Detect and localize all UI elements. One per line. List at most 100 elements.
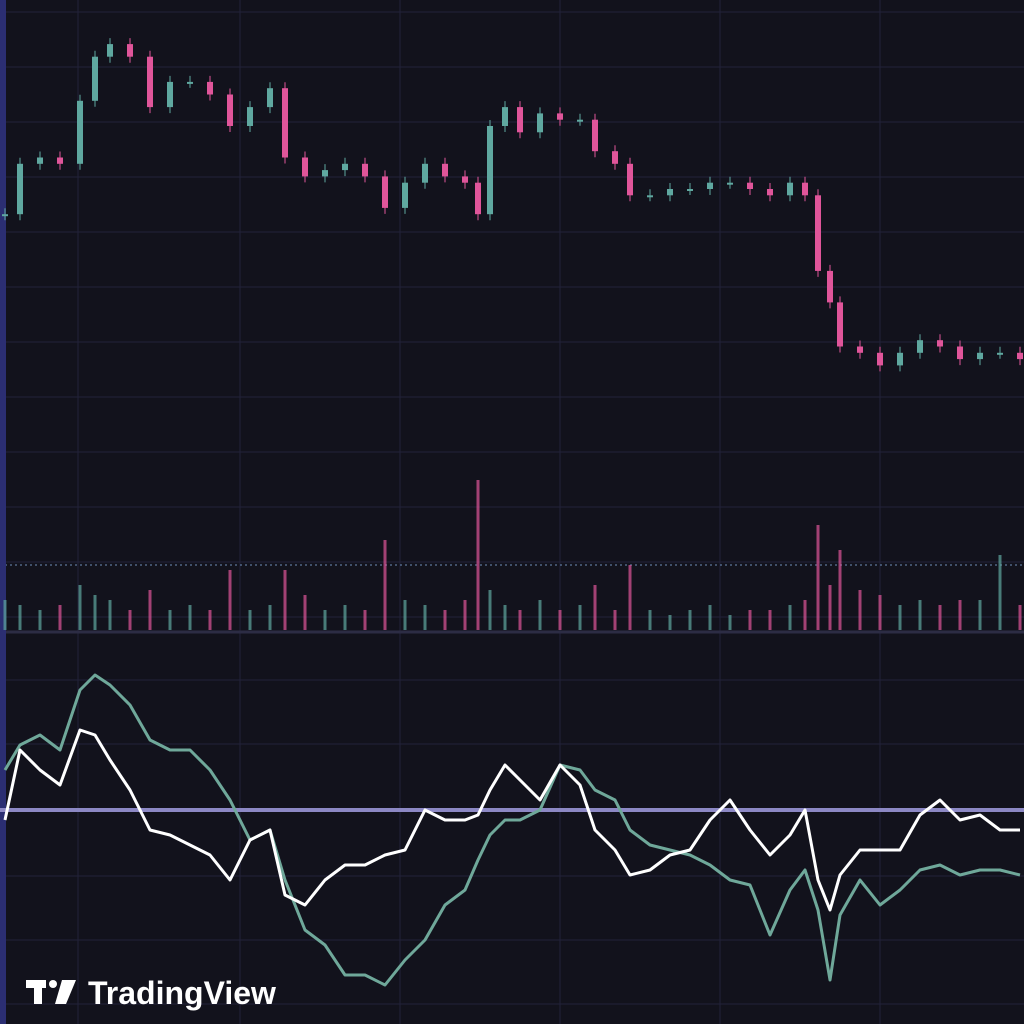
volume-bar [816,525,820,630]
logo-icon-part [49,980,57,988]
candle-body [147,56,153,108]
logo: TradingView [26,975,276,1011]
volume-bar [38,610,42,630]
candle-body [17,163,23,215]
candle-body [302,157,308,177]
volume-bar [613,610,617,630]
candle-body [37,157,43,164]
candle-body [402,182,408,208]
volume-bar [463,600,467,630]
candle-body [167,81,173,108]
candle-body [787,182,793,196]
candle-body [422,163,428,183]
volume-bar [343,605,347,630]
candle-body [557,113,563,120]
candle-body [857,346,863,353]
plots [0,38,1024,987]
candle-body [382,176,388,208]
candle-body [827,270,833,303]
candle-body [612,151,618,164]
logo-icon-part [55,980,76,1004]
candle-body [187,81,193,84]
volume-bar [538,600,542,630]
candle-body [207,81,213,95]
volume-bar [898,605,902,630]
volume-bar [268,605,272,630]
volume-bar [443,610,447,630]
volume-bar [208,610,212,630]
candle-body [917,340,923,353]
volume-bar [148,590,152,630]
volume-bar [768,610,772,630]
candle-body [247,107,253,126]
candle-body [1017,352,1023,360]
volume-bar [688,610,692,630]
candle-body [627,163,633,196]
volume-bar [628,565,632,630]
oscillator-line [3,728,1020,912]
volume-bar [93,595,97,630]
volume-bar [838,550,842,630]
volume-bar [878,595,882,630]
volume-bar [303,595,307,630]
candle-body [897,352,903,366]
volume-bar [403,600,407,630]
left-edge-bar [0,0,6,1024]
candle-body [282,88,288,158]
candle-body [977,352,983,360]
volume-bar [168,610,172,630]
volume-bar [363,610,367,630]
candle-body [267,88,273,108]
volume-bar [708,605,712,630]
volume-bar [58,605,62,630]
candle-body [502,107,508,126]
volume-bar [423,605,427,630]
candle-body [687,189,693,191]
volume-bar [503,605,507,630]
candle-body [77,100,83,164]
candle-body [342,163,348,171]
volume-bar [938,605,942,630]
volume-bar [78,585,82,630]
candle-body [592,119,598,152]
candle-body [747,182,753,189]
candle-body [227,94,233,126]
volume-bar [803,600,807,630]
candle-body [537,113,543,133]
volume-bar [958,600,962,630]
volume-bar [858,590,862,630]
candle-body [877,352,883,366]
oscillator-line [3,673,1021,987]
volume-bar [828,585,832,630]
volume-bar [3,600,7,630]
volume-bar [476,480,480,630]
candle-body [475,182,481,215]
volume-bar [748,610,752,630]
candle-body [707,182,713,189]
candle-body [727,182,733,185]
candle-body [362,163,368,177]
candle-body [517,107,523,133]
candle-body [937,340,943,347]
candle-body [487,126,493,215]
candle-body [647,195,653,198]
volume-bar [998,555,1002,630]
volume-bar [1018,605,1022,630]
volume-bar [228,570,232,630]
volume-bar [283,570,287,630]
candle-body [837,302,843,347]
volume-bar [323,610,327,630]
candle-body [767,189,773,196]
volume-bar [593,585,597,630]
candle-body [92,56,98,101]
candle-body [577,119,583,122]
candle-body [815,195,821,271]
volume-bar [648,610,652,630]
volume-bar [788,605,792,630]
candle-body [57,157,63,164]
logo-icon [26,980,76,1004]
volume-bar [188,605,192,630]
